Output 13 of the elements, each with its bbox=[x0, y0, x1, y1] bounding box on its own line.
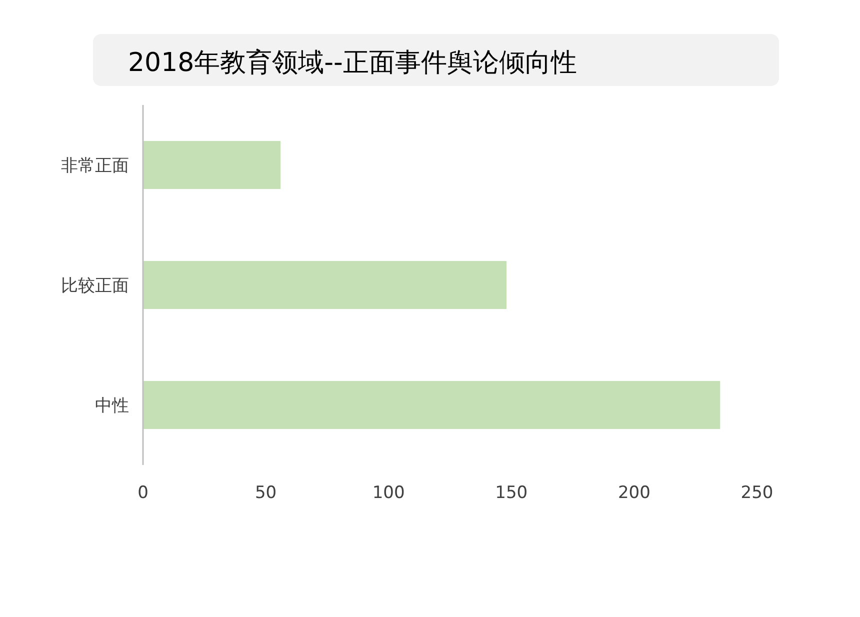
x-tick-label: 50 bbox=[254, 483, 277, 503]
bar bbox=[143, 381, 720, 429]
x-tick-label: 100 bbox=[372, 483, 405, 503]
y-tick-label: 非常正面 bbox=[61, 156, 129, 176]
x-tick-label: 0 bbox=[138, 483, 148, 503]
chart-title: 2018年教育领域--正面事件舆论倾向性 bbox=[128, 48, 577, 78]
bar bbox=[143, 261, 506, 309]
y-tick-label: 比较正面 bbox=[61, 276, 129, 296]
bar bbox=[143, 141, 281, 189]
x-tick-label: 250 bbox=[740, 483, 774, 503]
y-tick-label: 中性 bbox=[95, 396, 129, 416]
x-tick-label: 150 bbox=[495, 483, 528, 503]
x-tick-label: 200 bbox=[618, 483, 650, 503]
